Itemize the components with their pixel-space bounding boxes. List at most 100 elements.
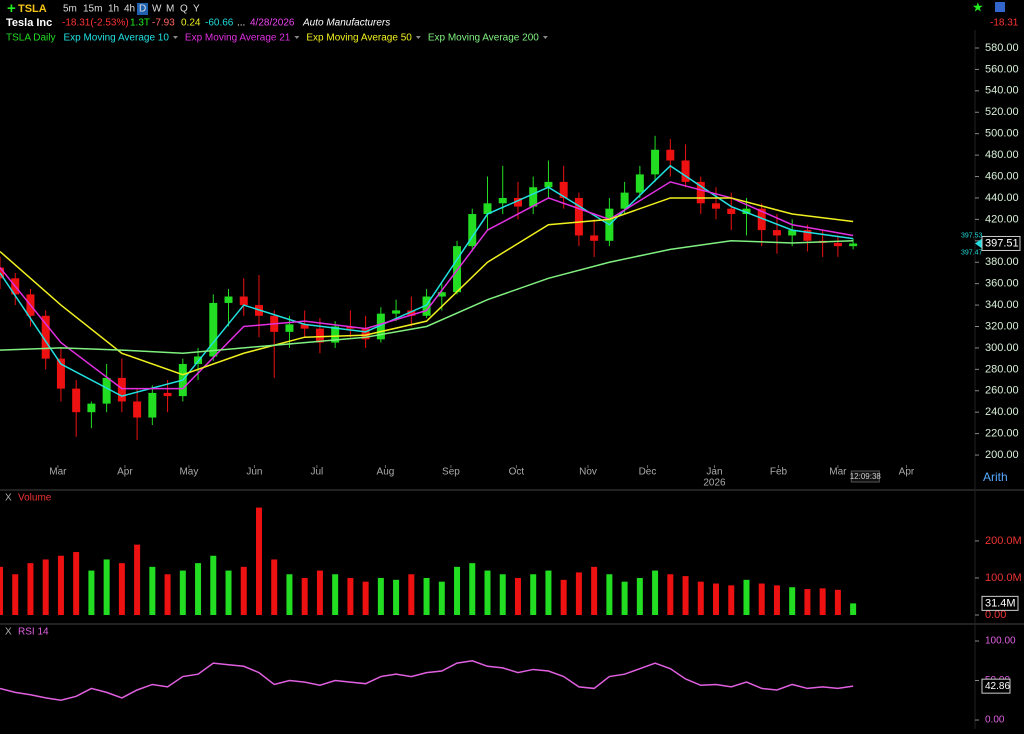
timeframe-button[interactable]: W xyxy=(152,4,162,15)
date: 4/28/2026 xyxy=(250,18,295,29)
panel-close[interactable]: X xyxy=(5,493,12,504)
x-tick-label: Aug xyxy=(377,467,395,478)
timeframe-button[interactable]: 5m xyxy=(63,4,77,15)
rsi-line xyxy=(0,659,854,702)
x-tick-label: Apr xyxy=(117,467,133,478)
volume-bar xyxy=(255,507,262,615)
volume-bar xyxy=(42,559,49,615)
y-tick-label: 200.00 xyxy=(985,449,1019,461)
star-icon[interactable]: ★ xyxy=(972,0,984,14)
volume-bar xyxy=(240,566,247,615)
volume-bar xyxy=(164,574,171,615)
y-tick-label: 320.00 xyxy=(985,320,1019,332)
volume-bar xyxy=(271,559,278,615)
candle-body xyxy=(712,203,721,209)
value-label: 42.86 xyxy=(985,681,1010,692)
candle-body xyxy=(148,392,157,418)
last-price-label: 397.51 xyxy=(985,237,1019,249)
candle-body xyxy=(574,197,583,236)
volume-bar xyxy=(621,581,628,615)
volume-bar xyxy=(225,570,232,615)
x-tick-label: Dec xyxy=(639,467,657,478)
legend-entry[interactable]: Exp Moving Average 50 xyxy=(306,33,412,44)
y-tick-label: 260.00 xyxy=(985,385,1019,397)
volume-bar xyxy=(438,581,445,615)
timeframe-button[interactable]: D xyxy=(139,4,146,15)
volume-bar xyxy=(682,576,689,615)
volume-bar xyxy=(545,570,552,615)
volume-bar xyxy=(316,570,323,615)
panel-title[interactable]: Volume xyxy=(18,493,52,504)
y-tick-label: 560.00 xyxy=(985,63,1019,75)
volume-bar xyxy=(73,552,80,615)
volume-bar xyxy=(530,574,537,615)
volume-bar xyxy=(27,563,34,615)
legend-entry[interactable]: Exp Moving Average 200 xyxy=(428,33,539,44)
candle-body xyxy=(346,326,355,329)
industry: Auto Manufacturers xyxy=(302,18,390,29)
legend-dropdown[interactable] xyxy=(172,36,178,39)
volume-bar xyxy=(850,603,857,615)
s-icon[interactable] xyxy=(995,2,1005,12)
candle-body xyxy=(468,214,477,247)
legend-dropdown[interactable] xyxy=(415,36,421,39)
volume-bar xyxy=(575,572,582,615)
y-tick-label: 300.00 xyxy=(985,342,1019,354)
timeframe-button[interactable]: 4h xyxy=(124,4,135,15)
timeframe-button[interactable]: 15m xyxy=(83,4,102,15)
timeframe-button[interactable]: M xyxy=(166,4,174,15)
company-name: Tesla Inc xyxy=(6,17,52,29)
candle-body xyxy=(833,242,842,247)
bid-label: 397.53 xyxy=(961,232,983,239)
candle-body xyxy=(529,187,538,207)
scale-label[interactable]: Arith xyxy=(983,470,1008,484)
x-tick-label: Oct xyxy=(509,467,525,478)
candle-body xyxy=(651,149,660,175)
legend-entry[interactable]: Exp Moving Average 10 xyxy=(63,33,169,44)
volume-bar xyxy=(484,570,491,615)
x-tick-label: Jan xyxy=(706,467,722,478)
timeframe-button[interactable]: 1h xyxy=(108,4,119,15)
stat: -60.66 xyxy=(205,18,234,29)
symbol[interactable]: TSLA xyxy=(18,3,47,15)
volume-bar xyxy=(804,589,811,615)
candle-body xyxy=(498,197,507,204)
legend-entry[interactable]: TSLA Daily xyxy=(6,33,55,44)
time-label: 12:09:38 xyxy=(850,472,882,481)
legend-dropdown[interactable] xyxy=(542,36,548,39)
volume-bar xyxy=(652,570,659,615)
candle-body xyxy=(559,181,568,198)
value-box xyxy=(981,678,1011,694)
volume-bar xyxy=(179,570,186,615)
stat: ... xyxy=(237,18,245,29)
y-tick-label: 220.00 xyxy=(985,428,1019,440)
add-icon[interactable]: + xyxy=(7,0,16,17)
timeframe-button[interactable]: Q xyxy=(180,4,188,15)
volume-bar xyxy=(789,587,796,615)
panel-title[interactable]: RSI 14 xyxy=(18,627,49,638)
candle-body xyxy=(513,197,522,207)
candle-body xyxy=(87,403,96,413)
candle-body xyxy=(117,377,126,402)
candle-body xyxy=(757,208,766,231)
timeframe-button[interactable]: Y xyxy=(193,4,200,15)
legend-entry[interactable]: Exp Moving Average 21 xyxy=(185,33,291,44)
stat: 0.24 xyxy=(181,18,201,29)
volume-bar xyxy=(408,574,415,615)
x-tick-label: Feb xyxy=(770,467,788,478)
candle-body xyxy=(422,296,431,316)
y-tick-label: 520.00 xyxy=(985,106,1019,118)
candle-body xyxy=(163,392,172,397)
candle-body xyxy=(635,174,644,193)
legend-dropdown[interactable] xyxy=(294,36,300,39)
panel-close[interactable]: X xyxy=(5,627,12,638)
candle-body xyxy=(727,208,736,215)
x-tick-label: Jul xyxy=(310,467,323,478)
volume-bar xyxy=(57,555,64,615)
volume-bar xyxy=(377,577,384,615)
candle-body xyxy=(407,310,416,316)
right-change: -18.31 xyxy=(990,18,1019,29)
volume-bar xyxy=(834,589,841,615)
y-tick-label: 240.00 xyxy=(985,406,1019,418)
candle-body xyxy=(56,358,65,389)
